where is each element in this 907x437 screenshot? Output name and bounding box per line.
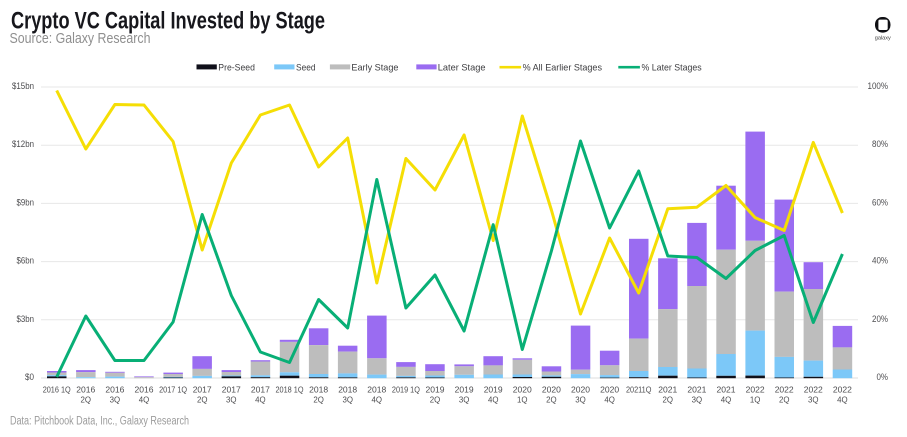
svg-text:2Q: 2Q <box>313 395 324 405</box>
svg-text:Later Stage: Later Stage <box>438 62 486 73</box>
svg-text:2016: 2016 <box>76 385 95 395</box>
svg-text:2Q: 2Q <box>81 395 92 405</box>
svg-text:4Q: 4Q <box>139 395 150 405</box>
svg-text:2019: 2019 <box>455 385 474 395</box>
svg-text:20%: 20% <box>872 314 888 324</box>
svg-text:3Q: 3Q <box>459 395 470 405</box>
svg-text:3Q: 3Q <box>342 395 353 405</box>
svg-text:80%: 80% <box>872 139 888 149</box>
svg-text:2016 1Q: 2016 1Q <box>43 385 71 395</box>
svg-text:Early Stage: Early Stage <box>351 62 398 73</box>
svg-text:3Q: 3Q <box>110 395 121 405</box>
svg-text:2020: 2020 <box>542 385 561 395</box>
svg-text:4Q: 4Q <box>721 395 732 405</box>
svg-text:2017: 2017 <box>222 385 241 395</box>
svg-text:3Q: 3Q <box>575 395 586 405</box>
svg-text:0%: 0% <box>877 372 889 382</box>
svg-text:1Q: 1Q <box>750 395 761 405</box>
svg-text:4Q: 4Q <box>604 395 615 405</box>
svg-text:2Q: 2Q <box>197 395 208 405</box>
svg-text:2019: 2019 <box>484 385 503 395</box>
svg-text:2019 1Q: 2019 1Q <box>392 385 420 395</box>
svg-text:2022: 2022 <box>746 385 765 395</box>
svg-text:2017: 2017 <box>193 385 212 395</box>
svg-text:3Q: 3Q <box>226 395 237 405</box>
svg-text:Crypto VC Capital Invested by: Crypto VC Capital Invested by Stage <box>11 8 325 35</box>
svg-text:2022: 2022 <box>804 385 823 395</box>
svg-text:2018: 2018 <box>367 385 386 395</box>
svg-text:$3bn: $3bn <box>17 314 35 324</box>
svg-text:20211Q: 20211Q <box>626 385 652 395</box>
svg-text:2018: 2018 <box>338 385 357 395</box>
svg-text:2020: 2020 <box>600 385 619 395</box>
svg-text:2Q: 2Q <box>546 395 557 405</box>
svg-text:4Q: 4Q <box>488 395 499 405</box>
svg-text:% All Earlier Stages: % All Earlier Stages <box>523 62 603 73</box>
svg-text:$0: $0 <box>25 372 34 382</box>
svg-text:2018: 2018 <box>309 385 328 395</box>
svg-text:60%: 60% <box>872 197 888 207</box>
svg-text:2021: 2021 <box>687 385 706 395</box>
svg-text:40%: 40% <box>872 256 888 266</box>
svg-text:4Q: 4Q <box>255 395 266 405</box>
svg-text:100%: 100% <box>868 81 889 91</box>
svg-text:Source: Galaxy Research: Source: Galaxy Research <box>10 30 151 47</box>
svg-text:2017: 2017 <box>251 385 270 395</box>
svg-text:2021: 2021 <box>717 385 736 395</box>
svg-text:2020: 2020 <box>571 385 590 395</box>
svg-text:3Q: 3Q <box>808 395 819 405</box>
svg-text:2Q: 2Q <box>430 395 441 405</box>
svg-text:2022: 2022 <box>833 385 852 395</box>
svg-text:2Q: 2Q <box>779 395 790 405</box>
svg-text:galaxy: galaxy <box>875 36 892 42</box>
svg-text:4Q: 4Q <box>837 395 848 405</box>
svg-text:2019: 2019 <box>426 385 445 395</box>
svg-text:Seed: Seed <box>296 62 316 73</box>
svg-text:Pre-Seed: Pre-Seed <box>218 62 255 73</box>
svg-text:2017 1Q: 2017 1Q <box>159 385 187 395</box>
svg-text:2016: 2016 <box>135 385 154 395</box>
svg-text:2018 1Q: 2018 1Q <box>276 385 304 395</box>
svg-text:$15bn: $15bn <box>12 81 34 91</box>
svg-text:Data: Pitchbook Data, Inc., Ga: Data: Pitchbook Data, Inc., Galaxy Resea… <box>10 416 189 428</box>
svg-text:2016: 2016 <box>105 385 124 395</box>
svg-text:$9bn: $9bn <box>17 197 35 207</box>
svg-text:2022: 2022 <box>775 385 794 395</box>
svg-text:2021: 2021 <box>658 385 677 395</box>
svg-text:2Q: 2Q <box>663 395 674 405</box>
svg-text:% Later Stages: % Later Stages <box>642 62 702 73</box>
svg-text:1Q: 1Q <box>517 395 528 405</box>
svg-text:3Q: 3Q <box>692 395 703 405</box>
svg-text:2020: 2020 <box>513 385 532 395</box>
svg-text:$6bn: $6bn <box>17 256 35 266</box>
svg-text:4Q: 4Q <box>372 395 383 405</box>
svg-text:$12bn: $12bn <box>12 139 34 149</box>
